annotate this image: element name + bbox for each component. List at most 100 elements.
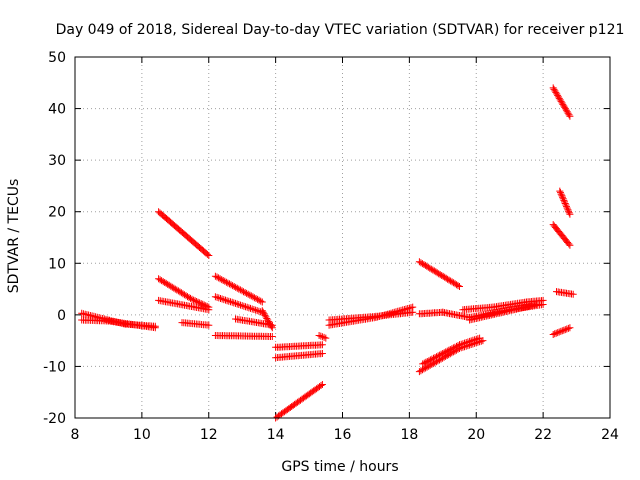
data-point (171, 285, 179, 293)
data-point (190, 296, 198, 304)
data-point (262, 313, 270, 321)
data-point (555, 328, 563, 336)
data-point (532, 301, 540, 308)
series-arc-q (325, 308, 417, 324)
data-point (205, 321, 213, 329)
data-point (554, 329, 562, 337)
data-point (422, 358, 430, 366)
data-point (254, 295, 262, 303)
data-point (420, 359, 428, 367)
data-point (549, 84, 557, 92)
y-axis-label: SDTVAR / TECUs (6, 179, 22, 294)
data-point (430, 267, 438, 275)
data-point (453, 281, 461, 289)
series-arc-r (415, 258, 463, 290)
data-point (563, 325, 571, 333)
data-point (426, 356, 434, 364)
series-arc-n (272, 381, 326, 422)
data-point (235, 285, 243, 293)
data-point (451, 343, 459, 351)
data-point (564, 324, 572, 332)
data-point (558, 99, 566, 107)
x-tick-label: 20 (467, 427, 485, 443)
data-point (549, 331, 557, 338)
data-point (264, 316, 272, 324)
data-point (439, 272, 447, 280)
data-point (561, 198, 568, 206)
data-point (550, 85, 558, 93)
series-arc-z (549, 221, 574, 249)
data-point (561, 326, 569, 334)
data-point (255, 296, 263, 304)
series-arc-c (155, 208, 213, 259)
data-point (243, 289, 251, 297)
data-point (459, 340, 467, 348)
data-point (238, 302, 246, 310)
data-point (428, 355, 436, 363)
data-point (562, 201, 570, 209)
data-point (317, 382, 325, 389)
data-point (243, 303, 251, 311)
data-point (556, 187, 564, 195)
data-point (318, 333, 326, 341)
series-arc-b (78, 309, 159, 330)
data-point (436, 271, 444, 279)
data-point (449, 344, 457, 352)
data-point (553, 90, 561, 98)
data-point (238, 287, 246, 295)
data-point (566, 112, 574, 120)
data-point (566, 241, 574, 249)
data-point (211, 272, 219, 280)
data-point (260, 310, 268, 318)
data-point (258, 307, 266, 315)
data-point (230, 283, 238, 290)
data-point (448, 278, 456, 286)
series-arc-w (466, 301, 540, 324)
data-point (558, 327, 566, 335)
data-point (448, 345, 456, 353)
data-point (317, 332, 325, 340)
x-tick-label: 18 (400, 427, 418, 443)
data-point (423, 358, 431, 365)
data-point (554, 91, 562, 99)
data-point (155, 275, 163, 283)
data-point (565, 240, 573, 248)
data-point (268, 324, 276, 332)
chart-title: Day 049 of 2018, Sidereal Day-to-day VTE… (56, 22, 625, 38)
data-point (427, 265, 435, 273)
x-tick-label: 14 (267, 427, 285, 443)
data-point (224, 279, 232, 287)
series-arc-x (549, 84, 574, 120)
data-point (557, 190, 565, 198)
data-point (552, 88, 560, 96)
data-point (561, 103, 569, 111)
series-arc-o (315, 332, 330, 342)
data-point (454, 282, 462, 290)
data-point (315, 332, 323, 339)
data-point (218, 295, 226, 303)
data-point (222, 296, 229, 304)
data-point (241, 289, 249, 296)
data-point (188, 295, 196, 303)
data-point (564, 109, 572, 117)
series-arc-e (155, 296, 213, 314)
data-point (187, 294, 194, 302)
data-point (213, 273, 221, 281)
series-arc-m (272, 350, 326, 362)
data-point (562, 105, 569, 113)
data-point (267, 321, 274, 329)
data-point (216, 275, 224, 283)
data-point (562, 106, 570, 114)
data-point (563, 204, 571, 212)
y-tick-label: 10 (48, 256, 66, 272)
data-point (232, 283, 240, 291)
data-point (563, 108, 571, 116)
data-point (225, 297, 233, 305)
data-point (555, 94, 563, 102)
y-tick-label: 0 (57, 308, 66, 324)
data-point (439, 350, 447, 357)
data-point (557, 97, 565, 105)
y-tick-label: -10 (43, 359, 66, 375)
series-arc-f (178, 319, 213, 329)
